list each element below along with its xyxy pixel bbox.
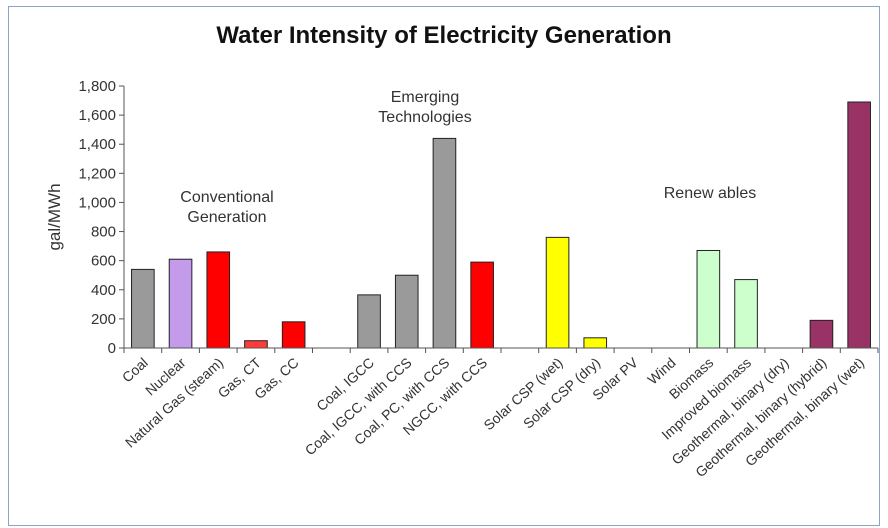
bar bbox=[394, 274, 419, 349]
y-tick-label: 800 bbox=[91, 224, 116, 241]
bar bbox=[244, 340, 268, 349]
bar bbox=[809, 319, 834, 349]
y-tick-label: 600 bbox=[91, 253, 116, 270]
bar bbox=[847, 101, 871, 349]
bar bbox=[734, 279, 758, 349]
annotation-conventional: Conventional Generation bbox=[180, 189, 274, 226]
x-tick-label: Coal bbox=[119, 354, 151, 385]
bar bbox=[357, 294, 381, 349]
bar bbox=[470, 261, 494, 349]
bar bbox=[545, 236, 570, 349]
annotation-emerging: Emerging Technologies bbox=[378, 89, 472, 126]
bar bbox=[583, 337, 608, 349]
bar bbox=[432, 137, 457, 349]
y-tick-label: 400 bbox=[91, 282, 116, 299]
bar bbox=[168, 258, 193, 349]
bar bbox=[696, 249, 721, 349]
y-tick-label: 1,800 bbox=[78, 78, 116, 95]
y-tick-label: 0 bbox=[108, 340, 116, 357]
y-tick-label: 1,400 bbox=[78, 136, 116, 153]
bar bbox=[281, 321, 306, 349]
bar bbox=[206, 251, 231, 349]
annotation-renewables: Renew ables bbox=[663, 185, 757, 202]
bar bbox=[131, 268, 155, 349]
y-tick-label: 200 bbox=[91, 311, 116, 328]
y-axis-label: gal/MWh bbox=[45, 183, 64, 250]
y-tick-label: 1,600 bbox=[78, 107, 116, 124]
chart-title: Water Intensity of Electricity Generatio… bbox=[216, 22, 672, 49]
y-tick-label: 1,200 bbox=[78, 165, 116, 182]
y-tick-label: 1,000 bbox=[78, 194, 116, 211]
